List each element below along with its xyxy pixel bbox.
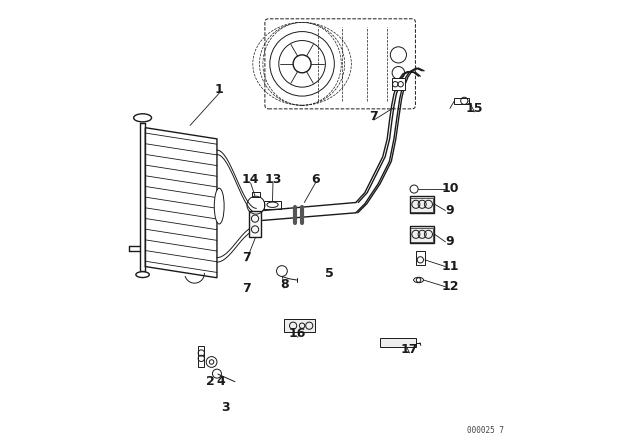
Text: 11: 11 xyxy=(441,260,459,273)
Circle shape xyxy=(293,55,311,73)
Bar xyxy=(250,211,260,237)
Text: 16: 16 xyxy=(289,327,307,340)
Text: 000025 7: 000025 7 xyxy=(467,426,504,435)
Text: 9: 9 xyxy=(445,235,454,249)
Polygon shape xyxy=(145,128,217,278)
Bar xyxy=(198,346,204,367)
Text: 10: 10 xyxy=(441,181,459,195)
Bar xyxy=(410,196,435,213)
Text: 4: 4 xyxy=(216,375,225,388)
Text: 8: 8 xyxy=(280,278,289,291)
Bar xyxy=(410,198,433,212)
Text: 17: 17 xyxy=(401,343,419,356)
Text: 9: 9 xyxy=(445,204,454,217)
Ellipse shape xyxy=(134,114,152,122)
Text: 14: 14 xyxy=(242,172,259,186)
FancyBboxPatch shape xyxy=(265,19,415,109)
Bar xyxy=(264,201,281,209)
Bar xyxy=(410,228,433,242)
Bar xyxy=(380,338,417,347)
Text: 7: 7 xyxy=(369,110,378,123)
Bar xyxy=(416,251,425,265)
Text: 13: 13 xyxy=(264,172,282,186)
Text: 5: 5 xyxy=(324,267,333,280)
Text: 1: 1 xyxy=(215,83,223,96)
Text: 7: 7 xyxy=(242,282,250,296)
Text: 12: 12 xyxy=(441,280,459,293)
Text: 7: 7 xyxy=(242,251,250,264)
Text: 6: 6 xyxy=(311,172,320,186)
Text: 15: 15 xyxy=(466,102,483,115)
Bar xyxy=(252,192,260,197)
Text: 2: 2 xyxy=(206,375,214,388)
Ellipse shape xyxy=(136,271,149,278)
Bar xyxy=(392,78,405,90)
Bar xyxy=(284,319,315,332)
Ellipse shape xyxy=(214,188,224,224)
Bar xyxy=(454,98,468,104)
Bar xyxy=(410,226,435,243)
Text: 3: 3 xyxy=(221,401,230,414)
